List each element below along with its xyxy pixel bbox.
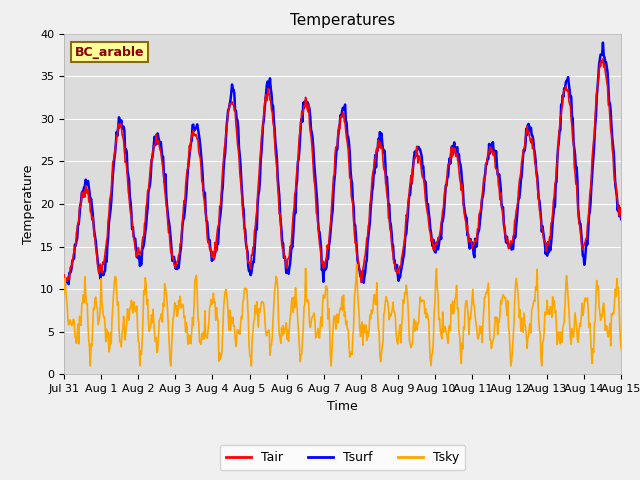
Title: Temperatures: Temperatures <box>290 13 395 28</box>
X-axis label: Time: Time <box>327 400 358 413</box>
Text: BC_arable: BC_arable <box>75 46 145 59</box>
Y-axis label: Temperature: Temperature <box>22 164 35 244</box>
Legend: Tair, Tsurf, Tsky: Tair, Tsurf, Tsky <box>220 445 465 470</box>
